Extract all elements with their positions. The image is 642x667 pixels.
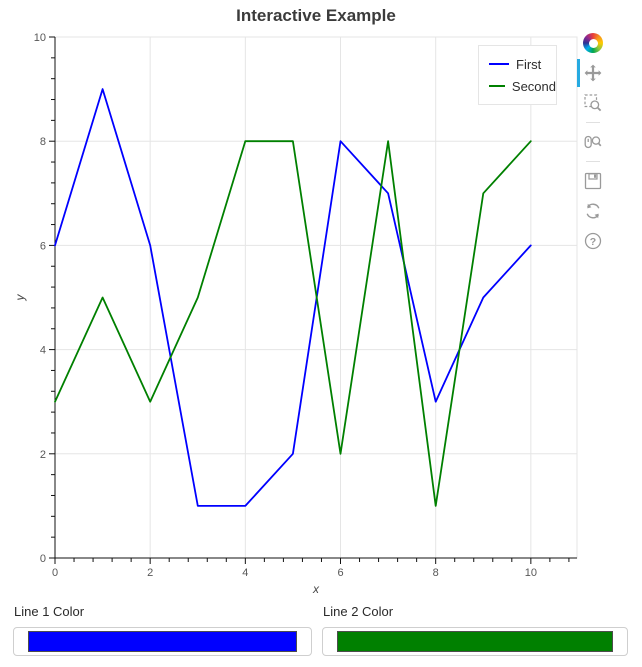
save-icon [584,172,602,190]
chart-canvas[interactable]: 0 2 4 6 8 10 0 2 4 6 8 10 x y [0,0,642,600]
line2-color-label: Line 2 Color [323,604,394,619]
line2-color-widget: Line 2 Color [322,598,628,656]
svg-text:4: 4 [40,345,46,357]
toolbar-separator [586,122,600,123]
svg-text:6: 6 [337,567,343,579]
svg-text:0: 0 [52,567,58,579]
reset-icon [586,203,600,219]
legend-item-second: Second [489,80,556,93]
svg-text:2: 2 [147,567,153,579]
line2-color-picker[interactable] [322,627,628,656]
legend: First Second [478,45,557,105]
svg-text:8: 8 [433,567,439,579]
svg-text:0: 0 [40,553,46,565]
line2-color-swatch [337,631,613,652]
legend-label-second: Second [511,78,556,94]
reset-tool-button[interactable] [581,200,605,222]
legend-item-first: First [489,58,556,71]
legend-label-first: First [516,56,542,72]
svg-text:10: 10 [525,567,537,579]
wheel-zoom-icon [584,135,602,149]
plot-title: Interactive Example [236,6,396,25]
active-tool-indicator [577,59,580,87]
svg-text:6: 6 [40,240,46,252]
box-zoom-icon [584,94,602,112]
svg-text:x: x [312,582,320,596]
save-tool-button[interactable] [581,170,605,192]
toolbar-separator [586,161,600,162]
help-icon: ? [584,232,602,250]
bokeh-logo-icon [583,33,603,53]
line1-color-label: Line 1 Color [14,604,85,619]
line1-color-widget: Line 1 Color [13,598,312,656]
svg-text:2: 2 [40,449,46,461]
pan-icon [584,64,602,82]
line1-color-picker[interactable] [13,627,312,656]
toolbar: ? [577,32,606,260]
bokeh-logo[interactable] [581,32,605,54]
svg-text:4: 4 [242,567,248,579]
svg-text:10: 10 [34,32,46,44]
pan-tool-button[interactable] [577,59,605,87]
line1-color-swatch [28,631,297,652]
wheel-zoom-tool-button[interactable] [581,131,605,153]
legend-line-swatch-second [489,85,505,87]
legend-line-swatch-first [489,63,509,65]
svg-text:y: y [13,294,27,302]
svg-text:8: 8 [40,136,46,148]
svg-text:?: ? [590,236,596,248]
help-tool-button[interactable]: ? [581,230,605,252]
box-zoom-tool-button[interactable] [581,92,605,114]
figure: Interactive Example 0 2 4 6 8 10 0 2 4 6 8 10 x y Fir… [0,0,642,600]
